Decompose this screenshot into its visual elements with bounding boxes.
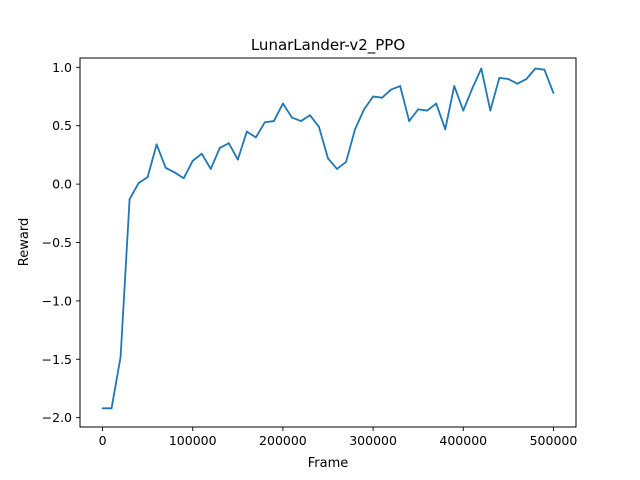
data-point [507,78,510,80]
data-point [164,166,167,169]
data-point [390,88,393,91]
x-tick-label: 100000 [169,433,217,448]
data-point [471,87,474,90]
data-point [498,76,501,79]
data-point [227,142,230,145]
data-point [128,198,131,201]
data-point [489,109,492,112]
x-tick-label: 0 [99,433,107,448]
data-point [272,120,275,122]
data-point [309,114,311,117]
x-tick-label: 400000 [439,433,487,448]
data-point [399,85,402,87]
y-tick-label: −2.0 [42,410,72,425]
y-tick-label: 0.5 [52,118,72,133]
data-point [552,92,555,94]
data-point [245,130,248,133]
data-point [254,136,257,139]
data-point [209,168,212,170]
data-point [516,82,519,85]
data-point [218,147,221,149]
data-point [462,109,465,112]
data-point [417,108,420,111]
data-point [363,108,365,111]
x-tick-label: 300000 [349,433,397,448]
data-point [101,407,104,410]
data-point [372,95,374,98]
y-tick-label: −0.5 [42,235,72,250]
series-layer [101,67,555,410]
data-point [137,182,140,184]
data-point [543,68,546,71]
data-point [345,161,347,163]
data-point [435,102,438,105]
y-tick-label: 1.0 [52,60,72,75]
data-point [525,78,528,80]
data-point [236,158,239,161]
data-point [444,128,447,131]
data-point [318,125,320,128]
data-point [453,85,456,87]
x-axis-ticks: 0 100000 200000 300000 400000 500000 [99,427,578,448]
data-point [191,159,194,162]
data-point [336,168,338,170]
plot-area-frame [79,57,577,428]
data-point [200,152,203,155]
x-tick-label: 200000 [259,433,307,448]
x-axis-label: Frame [308,456,349,471]
data-point [408,120,411,122]
data-point [146,176,149,179]
data-point [155,143,158,146]
series-line [102,67,555,410]
chart-title: LunarLander-v2_PPO [251,36,405,55]
data-point [119,356,122,358]
data-point [426,109,429,112]
y-axis-ticks: −2.0 −1.5 −1.0 −0.5 0.0 0.5 1.0 [42,60,80,425]
data-point [291,116,293,119]
data-point [263,121,266,124]
x-tick-label: 500000 [530,433,578,448]
y-tick-label: −1.0 [42,293,72,308]
y-tick-label: 0.0 [52,177,72,192]
data-point [282,102,284,105]
y-axis-label: Reward [17,218,32,266]
data-point [182,177,185,180]
data-point [300,120,302,122]
data-point [173,171,176,174]
data-point [381,96,384,99]
y-tick-label: −1.5 [42,352,72,367]
data-point [327,157,329,160]
data-point [534,67,537,70]
data-point [480,67,483,70]
data-point [354,128,356,131]
data-point [110,407,113,410]
